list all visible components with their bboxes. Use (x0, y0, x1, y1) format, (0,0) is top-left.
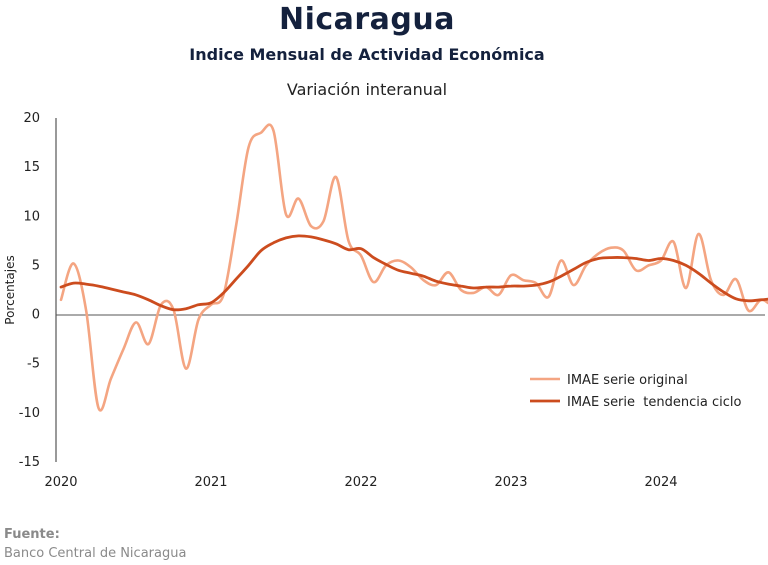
chart-subtitle-variation: Variación interanual (286, 80, 448, 99)
y-tick-label: 10 (23, 209, 40, 224)
series-line-original (59, 123, 768, 412)
y-tick-label: -10 (19, 406, 40, 421)
x-tick-label: 2021 (194, 475, 227, 490)
x-tick-label: 2023 (494, 475, 527, 490)
y-axis-label: Porcentajes (3, 255, 17, 324)
y-tick-label: 0 (32, 308, 40, 323)
y-tick-label: -5 (27, 357, 40, 372)
source-label: Fuente: (4, 527, 60, 542)
legend-label-trend-cycle: IMAE serie tendencia ciclo (567, 395, 741, 410)
y-tick-label: 15 (23, 160, 40, 175)
y-tick-label: 20 (23, 111, 40, 126)
source-text: Banco Central de Nicaragua (4, 546, 187, 561)
x-tick-label: 2022 (344, 475, 377, 490)
x-tick-label: 2024 (644, 475, 677, 490)
x-tick-labels: 2020 2021 2022 2023 2024 (44, 475, 677, 490)
legend: IMAE serie original IMAE serie tendencia… (530, 373, 741, 410)
legend-label-original: IMAE serie original (567, 373, 688, 388)
line-chart: 20 15 10 5 0 -5 -10 -15 2020 2021 2022 2023 2024 Po… (3, 111, 768, 490)
series-line-trend-cycle (59, 234, 768, 312)
y-tick-label: -15 (19, 455, 40, 470)
chart-subtitle: Indice Mensual de Actividad Económica (189, 45, 545, 64)
x-tick-label: 2020 (44, 475, 77, 490)
y-tick-labels: 20 15 10 5 0 -5 -10 -15 (19, 111, 40, 470)
chart-title: Nicaragua (278, 2, 456, 37)
y-tick-label: 5 (32, 258, 40, 273)
